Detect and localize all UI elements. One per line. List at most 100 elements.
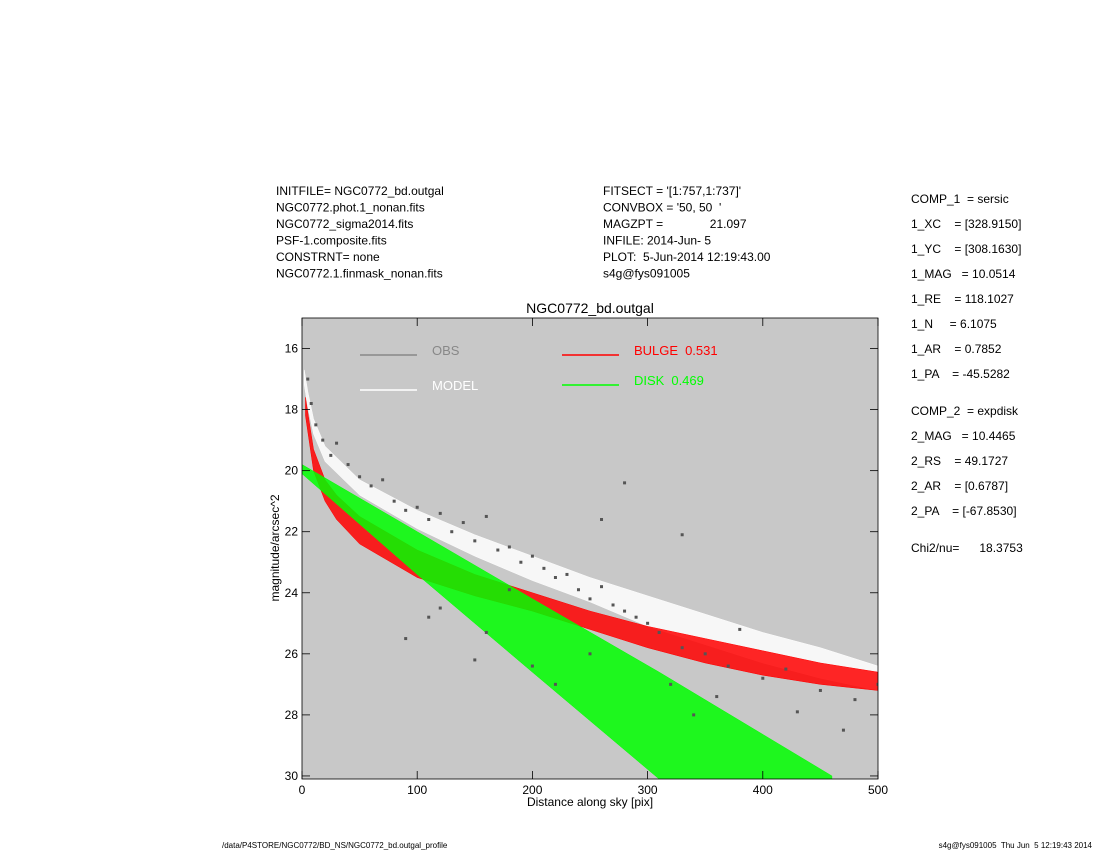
info-left-line: CONSTRNT= none bbox=[276, 250, 380, 264]
fit-parameter: 2_MAG = 10.4465 bbox=[911, 429, 1016, 443]
info-middle-line: s4g@fys091005 bbox=[603, 267, 690, 281]
fit-parameter: 1_YC = [308.1630] bbox=[911, 242, 1021, 256]
fit-parameter: 2_AR = [0.6787] bbox=[911, 479, 1008, 493]
legend-label: DISK 0.469 bbox=[634, 373, 704, 388]
obs-point bbox=[346, 463, 350, 467]
info-left-line: NGC0772.1.finmask_nonan.fits bbox=[276, 267, 443, 281]
footer-right: s4g@fys091005 Thu Jun 5 12:19:43 2014 bbox=[939, 841, 1093, 850]
fit-parameter: 2_RS = 49.1727 bbox=[911, 454, 1008, 468]
obs-point bbox=[841, 728, 845, 732]
obs-point bbox=[692, 713, 696, 717]
obs-point bbox=[588, 652, 592, 656]
info-middle-line: CONVBOX = '50, 50 ' bbox=[603, 201, 721, 215]
obs-point bbox=[853, 698, 857, 702]
legend-fraction: 0.531 bbox=[685, 343, 718, 358]
obs-point bbox=[358, 475, 362, 479]
chart-title: NGC0772_bd.outgal bbox=[526, 300, 654, 316]
obs-point bbox=[438, 511, 442, 515]
obs-point bbox=[473, 539, 477, 543]
obs-point bbox=[314, 423, 318, 427]
x-tick-label: 500 bbox=[868, 783, 888, 797]
y-axis-label: magnitude/arcsec^2 bbox=[268, 494, 282, 601]
obs-point bbox=[600, 517, 604, 521]
obs-point bbox=[473, 658, 477, 662]
obs-point bbox=[657, 630, 661, 634]
legend-label: MODEL bbox=[432, 378, 478, 393]
obs-point bbox=[392, 499, 396, 503]
obs-point bbox=[309, 401, 313, 405]
obs-point bbox=[519, 560, 523, 564]
fit-parameter: 1_N = 6.1075 bbox=[911, 317, 997, 331]
x-tick-label: 200 bbox=[522, 783, 542, 797]
fit-parameter: 1_MAG = 10.0514 bbox=[911, 267, 1016, 281]
info-left-line: NGC0772.phot.1_nonan.fits bbox=[276, 201, 425, 215]
obs-point bbox=[565, 572, 569, 576]
y-tick-label: 16 bbox=[285, 342, 299, 356]
legend-name: OBS bbox=[432, 343, 460, 358]
legend-name: DISK bbox=[634, 373, 665, 388]
info-left-line: PSF-1.composite.fits bbox=[276, 234, 387, 248]
obs-point bbox=[669, 682, 673, 686]
obs-point bbox=[381, 478, 385, 482]
obs-point bbox=[715, 695, 719, 699]
obs-point bbox=[530, 664, 534, 668]
info-left-line: INITFILE= NGC0772_bd.outgal bbox=[276, 184, 444, 198]
x-tick-label: 100 bbox=[407, 783, 427, 797]
obs-point bbox=[329, 453, 333, 457]
y-tick-label: 30 bbox=[285, 769, 299, 783]
obs-point bbox=[576, 588, 580, 592]
obs-point bbox=[427, 517, 431, 521]
x-axis-label: Distance along sky [pix] bbox=[527, 795, 653, 809]
obs-point bbox=[496, 548, 500, 552]
y-tick-label: 24 bbox=[285, 586, 299, 600]
obs-point bbox=[321, 438, 325, 442]
obs-point bbox=[795, 710, 799, 714]
obs-point bbox=[784, 667, 788, 671]
obs-point bbox=[335, 441, 339, 445]
info-middle-line: MAGZPT = 21.097 bbox=[603, 217, 747, 231]
obs-point bbox=[484, 630, 488, 634]
info-middle-line: INFILE: 2014-Jun- 5 bbox=[603, 234, 711, 248]
obs-point bbox=[680, 646, 684, 650]
obs-point bbox=[507, 545, 511, 549]
obs-point bbox=[530, 554, 534, 558]
legend-fraction: 0.469 bbox=[671, 373, 704, 388]
obs-point bbox=[818, 688, 822, 692]
obs-point bbox=[404, 637, 408, 641]
fit-parameter: COMP_2 = expdisk bbox=[911, 404, 1019, 418]
fit-parameter: COMP_1 = sersic bbox=[911, 192, 1009, 206]
obs-point bbox=[438, 606, 442, 610]
obs-point bbox=[404, 508, 408, 512]
obs-point bbox=[461, 521, 465, 525]
obs-point bbox=[600, 585, 604, 589]
obs-point bbox=[646, 621, 650, 625]
fit-parameter: 1_AR = 0.7852 bbox=[911, 342, 1002, 356]
info-middle-line: PLOT: 5-Jun-2014 12:19:43.00 bbox=[603, 250, 771, 264]
obs-point bbox=[623, 481, 627, 485]
fit-parameter: Chi2/nu= 18.3753 bbox=[911, 541, 1023, 555]
info-left-line: NGC0772_sigma2014.fits bbox=[276, 217, 413, 231]
fit-parameter: 1_PA = -45.5282 bbox=[911, 367, 1010, 381]
profile-band bbox=[304, 369, 878, 691]
obs-point bbox=[542, 566, 546, 570]
info-middle-line: FITSECT = '[1:757,1:737]' bbox=[603, 184, 741, 198]
obs-point bbox=[726, 664, 730, 668]
y-tick-label: 26 bbox=[285, 647, 299, 661]
fit-parameter: 2_PA = [-67.8530] bbox=[911, 504, 1017, 518]
obs-point bbox=[611, 603, 615, 607]
obs-point bbox=[306, 377, 310, 381]
obs-point bbox=[588, 597, 592, 601]
obs-point bbox=[553, 682, 557, 686]
legend-label: BULGE 0.531 bbox=[634, 343, 718, 358]
obs-point bbox=[553, 576, 557, 580]
fit-parameter: 1_XC = [328.9150] bbox=[911, 217, 1021, 231]
y-tick-label: 28 bbox=[285, 708, 299, 722]
obs-point bbox=[427, 615, 431, 619]
legend-name: BULGE bbox=[634, 343, 678, 358]
legend-label: OBS bbox=[432, 343, 460, 358]
obs-point bbox=[484, 514, 488, 518]
fit-parameter: 1_RE = 118.1027 bbox=[911, 292, 1014, 306]
obs-point bbox=[369, 484, 373, 488]
